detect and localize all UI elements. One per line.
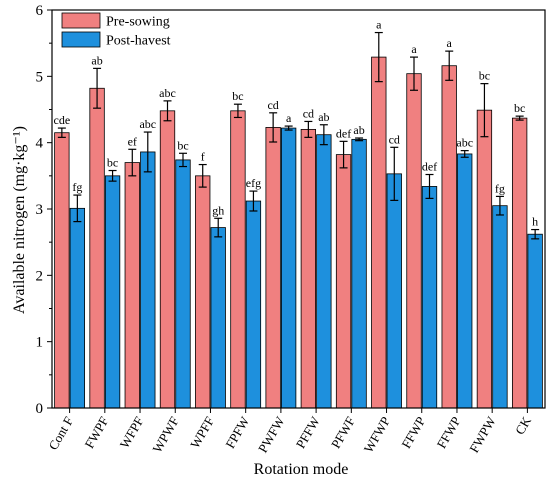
x-tick-label: FFWP [434,414,464,451]
x-tick-label: FWPW [466,413,499,455]
significance-label: ef [128,134,137,148]
bar [195,175,211,409]
significance-label: cd [303,106,314,120]
x-tick-label: WFPF [117,414,147,451]
significance-label: cde [54,113,71,127]
bar [245,200,262,409]
significance-label: fg [72,180,82,194]
bar [476,109,493,409]
x-tick-label: PFFW [293,413,323,451]
significance-label: abc [159,86,176,100]
bar [386,173,402,409]
significance-label: h [532,215,538,229]
y-axis-title: Available nitrogen (mg·kg⁻¹) [11,126,28,314]
legend-swatch [61,12,101,29]
bar [300,128,317,409]
legend: Pre-sowing Post-havest [61,12,171,49]
x-tick-label: WFWP [361,414,393,455]
y-tick-label: 6 [36,3,44,19]
bar [104,175,121,409]
x-axis-title: Rotation mode [254,461,349,478]
y-tick-label: 1 [36,335,44,351]
significance-label: ab [91,53,102,67]
bar [492,205,508,409]
bar [351,138,367,409]
bar [441,65,457,409]
significance-label: ab [353,123,364,137]
significance-label: bc [107,156,118,170]
x-tick-label: FFWP [398,414,428,451]
legend-swatch [61,31,101,48]
significance-label: fg [495,181,505,195]
bar [124,162,140,409]
y-tick-label: 5 [36,69,44,85]
bar [335,154,352,409]
x-tick-label: CK [512,413,534,437]
bar [175,159,191,409]
bar [421,186,438,409]
bar [140,151,156,409]
significance-label: ab [318,110,329,124]
significance-label: efg [246,176,261,190]
x-tick-label: WPWF [149,414,181,455]
significance-label: bc [514,101,525,115]
y-tick-label: 0 [36,401,44,417]
significance-label: abc [456,136,473,150]
legend-label: Post-havest [106,34,171,49]
significance-label: bc [232,89,243,103]
x-tick-label: PWFW [255,413,288,455]
x-tick-label: FWPF [81,414,111,451]
x-tick-label: PFWF [328,414,358,451]
x-tick-label: Cont F [45,414,76,452]
significance-label: bc [479,69,490,83]
significance-label: a [376,18,382,32]
bar [69,207,86,409]
significance-label: a [447,36,453,50]
bar [159,110,176,409]
significance-label: abc [139,117,156,131]
bar [527,233,543,409]
bar [406,73,422,409]
bar [316,134,332,409]
legend-label: Pre-sowing [106,15,170,30]
bar [265,127,281,409]
significance-label: bc [177,138,188,152]
bar [371,56,387,409]
significance-label: a [286,111,292,125]
significance-label: cd [267,98,278,112]
significance-label: def [336,126,351,140]
bar [54,132,70,409]
bar [230,110,246,409]
y-tick-label: 4 [36,136,44,152]
bar [210,227,226,409]
bar [89,87,105,409]
x-tick-label: WPFF [187,414,217,451]
bar [511,117,528,409]
x-tick-label: FPFW [222,413,252,451]
bar [280,127,297,409]
bar [457,153,473,409]
significance-label: a [411,42,417,56]
y-tick-label: 2 [36,268,44,284]
significance-label: def [422,160,437,174]
significance-label: gh [212,203,224,217]
y-tick-label: 3 [36,202,44,218]
significance-label: cd [389,132,400,146]
significance-label: f [201,150,205,164]
